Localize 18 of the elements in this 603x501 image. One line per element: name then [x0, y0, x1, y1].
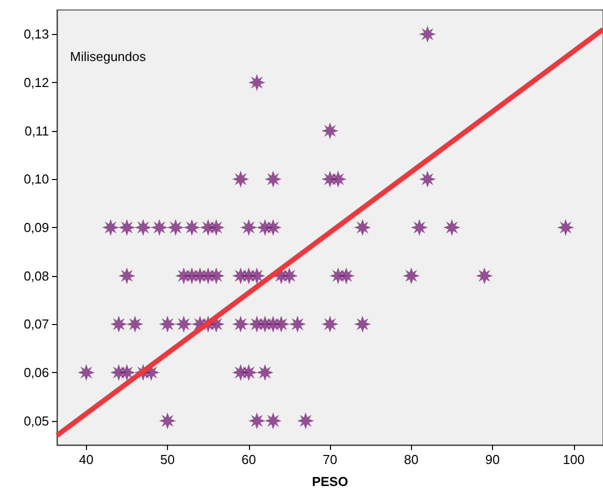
y-tick-label: 0,07 — [24, 316, 49, 332]
x-tick-label: 60 — [242, 452, 256, 467]
x-tick-label: 80 — [404, 452, 418, 467]
y-tick-label: 0,11 — [24, 123, 49, 138]
x-tick-label: 90 — [485, 452, 500, 467]
y-axis-title: Milisegundos — [70, 49, 146, 64]
y-tick-label: 0,06 — [24, 365, 49, 380]
x-tick-label: 100 — [562, 452, 585, 467]
x-tick-label: 70 — [322, 452, 338, 467]
y-tick-label: 0,10 — [24, 172, 49, 187]
x-tick-label: 40 — [79, 452, 94, 467]
y-tick-label: 0,05 — [24, 413, 49, 428]
x-tick-label: 50 — [160, 452, 175, 467]
y-tick-label: 0,08 — [24, 268, 49, 284]
y-tick-label: 0,13 — [24, 26, 49, 42]
x-axis-title: PESO — [312, 474, 348, 489]
y-tick-label: 0,09 — [24, 220, 49, 235]
y-tick-label: 0,12 — [24, 75, 49, 90]
